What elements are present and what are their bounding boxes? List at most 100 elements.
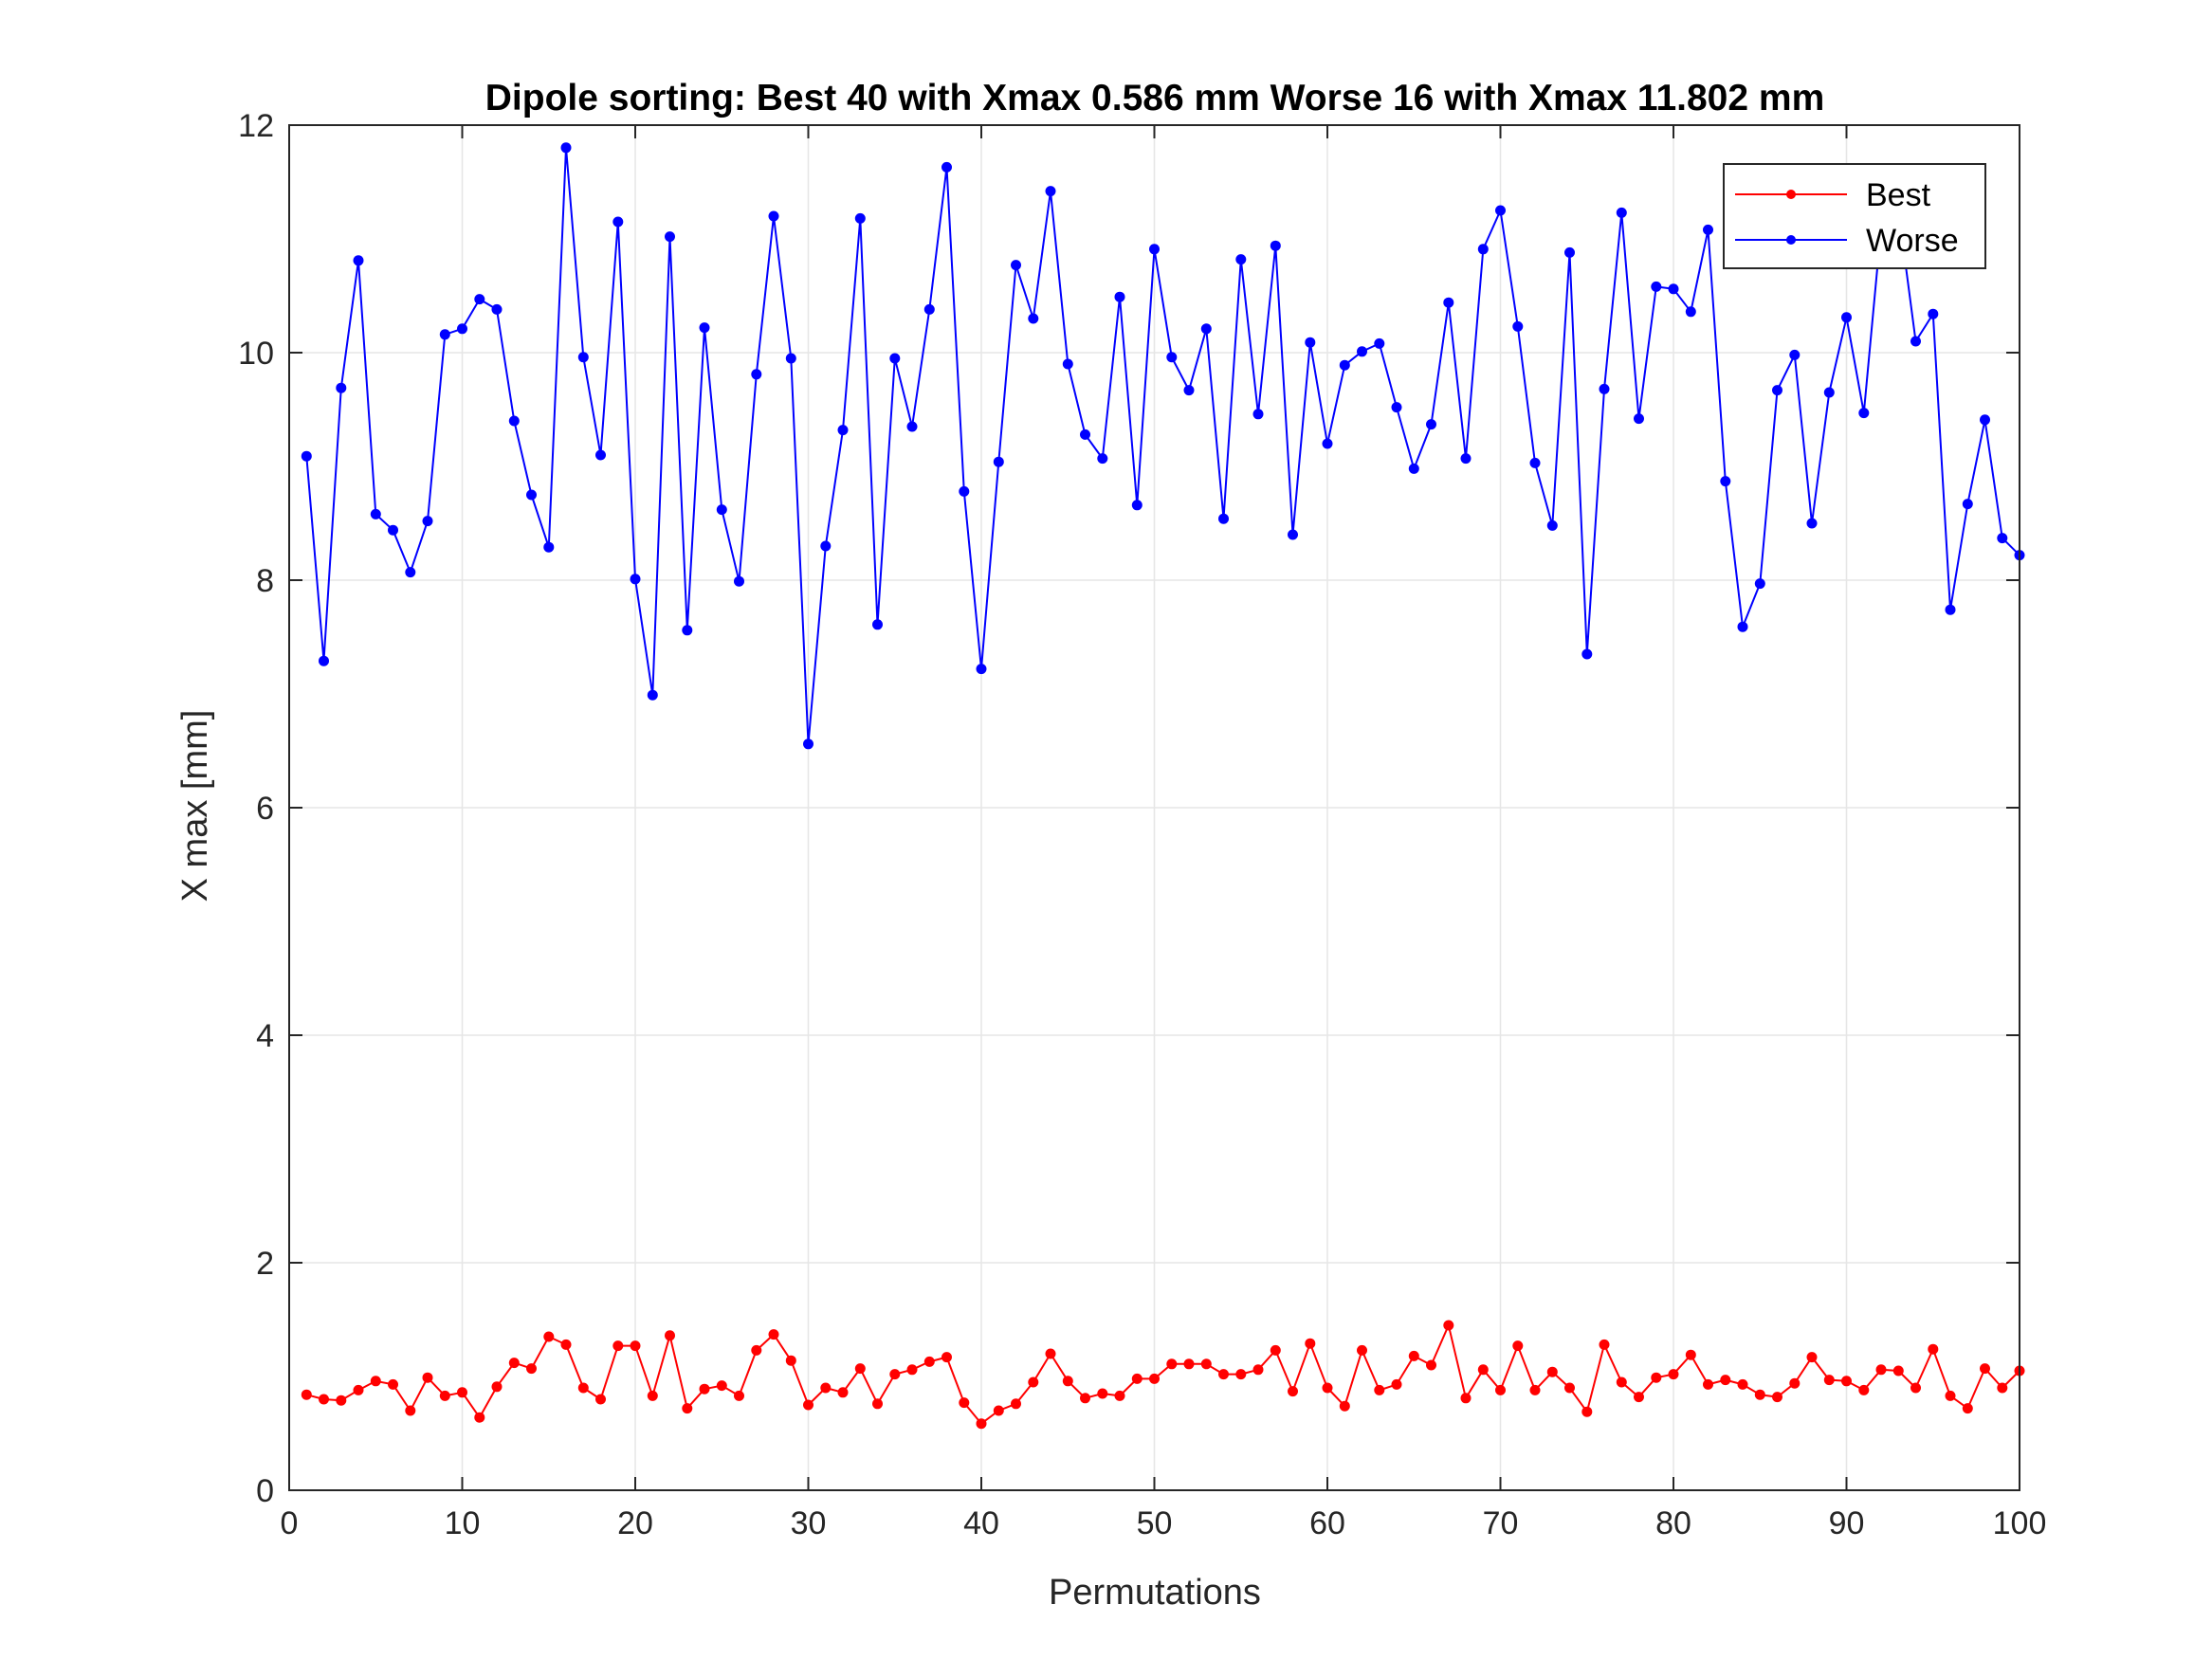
best-data-point (1443, 1320, 1454, 1331)
worse-data-point (1200, 323, 1212, 335)
best-data-point (319, 1394, 329, 1405)
worse-data-point (526, 489, 537, 501)
best-data-point (1305, 1338, 1316, 1349)
best-data-point (1529, 1384, 1541, 1395)
x-tick-label: 0 (281, 1505, 299, 1541)
worse-data-point (630, 574, 641, 585)
x-axis-label: Permutations (1049, 1573, 1261, 1613)
worse-data-point (682, 625, 693, 636)
worse-data-point (560, 142, 572, 154)
x-tick-label: 40 (963, 1505, 999, 1541)
best-data-point (1668, 1369, 1679, 1380)
worse-data-point (1443, 297, 1454, 308)
worse-data-point (1131, 500, 1143, 511)
best-data-point (1288, 1386, 1298, 1397)
best-series-line (306, 1324, 2020, 1425)
worse-data-point (1305, 337, 1316, 348)
worse-data-point (768, 210, 779, 222)
best-data-point (1772, 1392, 1782, 1403)
worse-data-point (1789, 349, 1801, 360)
best-data-point (1218, 1369, 1229, 1380)
worse-data-point (1374, 337, 1385, 349)
best-data-point (1062, 1376, 1073, 1387)
y-tick-label: 2 (256, 1246, 274, 1282)
best-data-point (1322, 1382, 1333, 1394)
worse-series-line (305, 146, 2020, 745)
worse-data-point (1772, 385, 1782, 396)
worse-data-point (1235, 254, 1247, 265)
best-data-point (716, 1380, 727, 1392)
worse-data-point (595, 449, 606, 461)
best-data-point (474, 1412, 485, 1423)
tick-labels: 0 10 20 30 40 50 60 70 80 90 100 0 2 4 6 8 10 12 (238, 108, 2046, 1541)
best-data-point (941, 1352, 952, 1363)
axes-box (288, 124, 2020, 1491)
best-data-point (1980, 1363, 1990, 1375)
worse-data-point (1737, 621, 1748, 632)
worse-data-point (941, 161, 952, 173)
best-data-point (543, 1331, 555, 1342)
worse-data-point (1858, 408, 1870, 419)
worse-data-point (1599, 383, 1610, 394)
best-data-point (1634, 1392, 1644, 1403)
best-data-point (1546, 1366, 1558, 1377)
best-data-point (388, 1378, 398, 1390)
worse-data-point (1011, 260, 1021, 271)
worse-data-point (388, 524, 398, 536)
y-axis-label: X max [mm] (175, 710, 215, 902)
worse-data-point (716, 504, 727, 516)
worse-data-point (1581, 648, 1593, 660)
worse-data-point (491, 303, 503, 315)
worse-data-point (1166, 352, 1178, 363)
best-data-point (1789, 1377, 1801, 1389)
best-data-point (1495, 1384, 1506, 1395)
worse-data-point (993, 456, 1004, 467)
best-data-point (1703, 1378, 1713, 1390)
worse-data-point (1546, 520, 1558, 531)
x-tick-label: 80 (1655, 1505, 1691, 1541)
best-data-point (1097, 1388, 1108, 1399)
worse-data-point (923, 303, 935, 315)
best-data-point (405, 1405, 416, 1416)
axes (288, 124, 2020, 1491)
worse-data-point (959, 485, 970, 497)
best-data-point (1408, 1350, 1419, 1361)
y-tick-label: 0 (256, 1473, 274, 1509)
worse-data-point (1962, 499, 1973, 510)
worse-data-point (1426, 419, 1436, 430)
worse-data-point (319, 655, 329, 666)
worse-data-point (474, 294, 485, 305)
best-data-point (1252, 1364, 1264, 1376)
legend-best-marker (1786, 190, 1796, 199)
worse-data-point (976, 664, 987, 675)
best-data-point (751, 1344, 762, 1356)
worse-data-point (1391, 402, 1402, 413)
worse-data-point (301, 450, 312, 462)
best-data-point (923, 1356, 935, 1367)
worse-data-point (854, 212, 866, 224)
worse-data-point (665, 231, 675, 243)
worse-data-point (1651, 281, 1662, 292)
worse-data-point (803, 738, 814, 750)
best-data-point (1806, 1352, 1818, 1363)
best-data-point (1045, 1348, 1056, 1359)
worse-data-point (439, 329, 450, 340)
worse-data-point (1945, 604, 1956, 615)
worse-data-point (1062, 358, 1073, 370)
worse-data-point (1408, 463, 1419, 474)
best-data-point (526, 1363, 537, 1375)
best-data-point (993, 1405, 1004, 1416)
best-data-point (630, 1340, 641, 1352)
worse-data-point (1460, 453, 1472, 465)
worse-data-point (1997, 533, 2008, 544)
best-data-point (595, 1394, 606, 1405)
x-tick-label: 30 (791, 1505, 827, 1541)
best-data-point (508, 1358, 520, 1369)
worse-data-point (508, 415, 520, 427)
best-data-point (577, 1382, 589, 1394)
best-data-point (301, 1389, 312, 1400)
best-data-point (1685, 1349, 1696, 1360)
y-tick-label: 8 (256, 563, 274, 599)
best-data-point (976, 1418, 987, 1430)
